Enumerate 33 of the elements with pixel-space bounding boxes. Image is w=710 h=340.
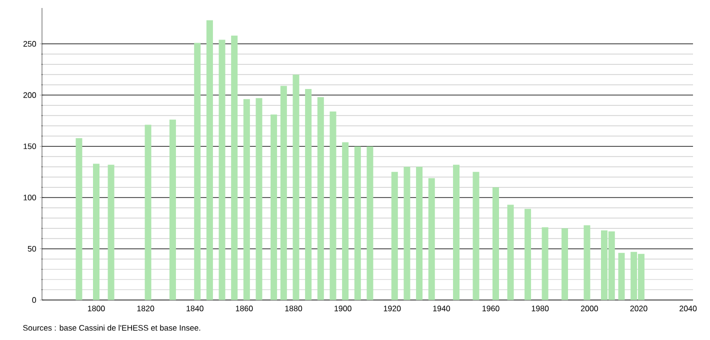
bar xyxy=(194,42,201,300)
bar xyxy=(305,88,312,300)
bar xyxy=(562,228,568,300)
bar xyxy=(428,178,435,300)
bar xyxy=(231,36,238,300)
bar xyxy=(542,227,548,300)
bar xyxy=(317,97,324,300)
bar xyxy=(354,146,361,300)
bar xyxy=(93,164,100,300)
bar xyxy=(507,204,514,300)
bar xyxy=(280,86,287,300)
bar xyxy=(416,166,423,300)
bar xyxy=(342,142,349,300)
bar xyxy=(76,138,82,300)
bar xyxy=(218,40,226,300)
bar xyxy=(366,146,374,300)
bar xyxy=(206,20,213,300)
bar xyxy=(292,74,300,300)
bar xyxy=(256,98,262,300)
bar xyxy=(169,120,176,300)
bar xyxy=(584,225,590,300)
bar xyxy=(108,164,114,300)
bar xyxy=(472,172,480,300)
bar xyxy=(404,166,410,300)
bar xyxy=(270,114,278,300)
bar xyxy=(453,164,460,300)
bar xyxy=(144,124,152,300)
bar xyxy=(391,172,398,300)
bar xyxy=(330,111,336,300)
bar xyxy=(243,99,250,300)
bar xyxy=(492,187,499,300)
bar xyxy=(524,208,532,300)
bar xyxy=(618,252,625,300)
